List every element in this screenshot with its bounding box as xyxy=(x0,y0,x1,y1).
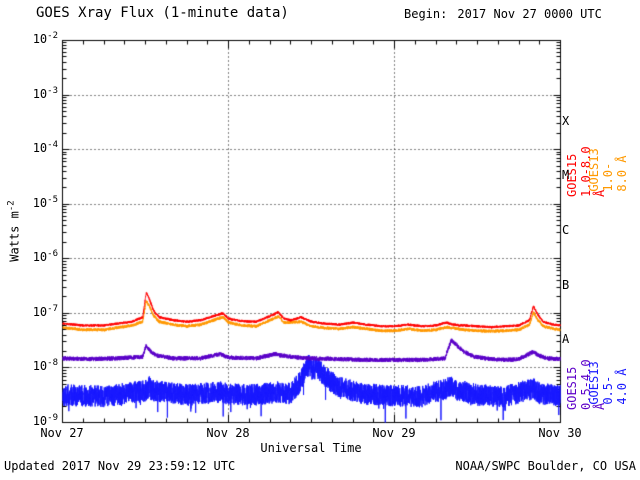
x-tick-label: Nov 29 xyxy=(372,426,416,440)
credit-text: NOAA/SWPC Boulder, CO USA xyxy=(455,459,636,473)
x-axis-label: Universal Time xyxy=(260,441,362,455)
y-tick-label: 10-4 xyxy=(32,140,58,156)
flare-class-letter-m: M xyxy=(562,168,570,183)
begin-label: Begin: xyxy=(404,7,448,21)
updated-timestamp: Updated 2017 Nov 29 23:59:12 UTC xyxy=(4,459,236,473)
y-tick-label: 10-6 xyxy=(32,249,58,265)
y-tick-label: 10-2 xyxy=(32,31,58,46)
x-tick-label: Nov 27 xyxy=(40,426,84,440)
y-tick-label: 10-7 xyxy=(32,303,58,319)
y-tick-label: 10-8 xyxy=(32,358,58,374)
begin-value: 2017 Nov 27 0000 UTC xyxy=(457,7,602,21)
flare-class-letter-c: C xyxy=(562,223,570,237)
legend-goes13-long: GOES13 1.0-8.0 Å xyxy=(587,148,629,192)
y-tick-label: 10-3 xyxy=(32,85,58,101)
plot-title: GOES Xray Flux (1-minute data) xyxy=(36,5,289,21)
x-tick-label: Nov 28 xyxy=(206,426,250,440)
flare-class-letter-x: X xyxy=(562,113,570,128)
begin-timestamp: Begin: 2017 Nov 27 0000 UTC xyxy=(404,7,602,21)
y-tick-label: 10-5 xyxy=(32,194,58,210)
flare-class-letter-b: B xyxy=(562,277,570,292)
x-tick-label: Nov 30 xyxy=(538,426,582,440)
legend-goes13-short: GOES13 0.5-4.0 Å xyxy=(587,361,629,405)
y-tick-label: 10-9 xyxy=(32,413,58,428)
flare-class-letter-a: A xyxy=(562,332,570,347)
